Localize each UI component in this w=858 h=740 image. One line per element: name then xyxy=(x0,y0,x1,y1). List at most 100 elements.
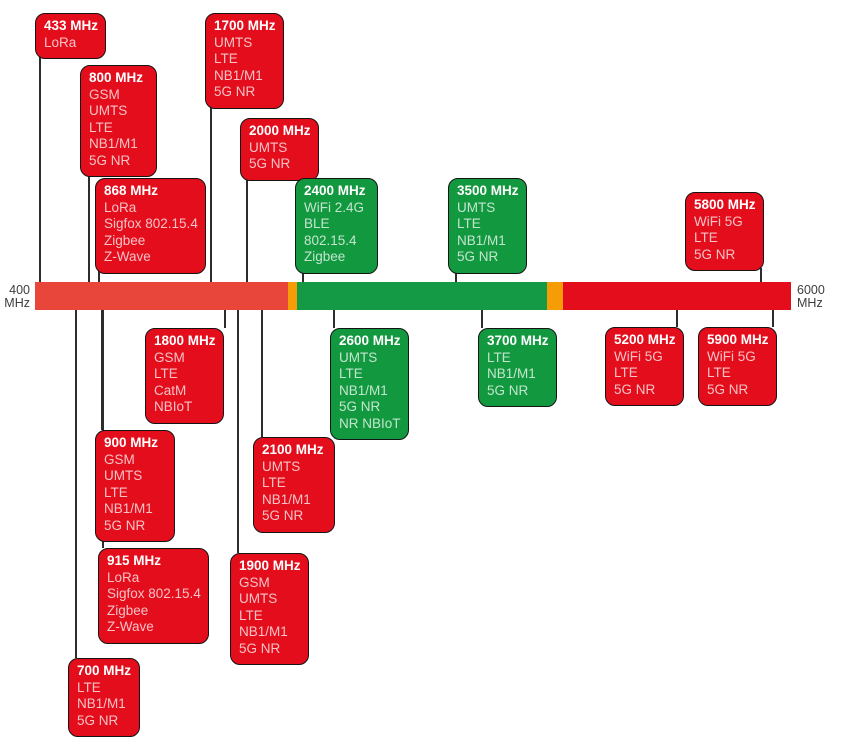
band-technology: 802.15.4 xyxy=(304,232,357,248)
band-technology: NB1/M1 xyxy=(457,232,506,248)
band-frequency-label: 1800 MHz xyxy=(154,333,216,348)
band-technology: LTE xyxy=(77,679,101,695)
connector-line-900-mhz xyxy=(101,310,103,430)
band-box-2400-mhz: 2400 MHz WiFi 2.4G BLE 802.15.4 Zigbee xyxy=(295,178,378,274)
band-technology: LoRa xyxy=(44,34,77,50)
band-technology: 5G NR xyxy=(694,246,736,262)
band-technology: NB1/M1 xyxy=(214,67,263,83)
band-box-5800-mhz: 5800 MHz WiFi 5G LTE 5G NR xyxy=(685,192,764,271)
axis-right-value: 6000 xyxy=(797,283,825,297)
connector-line-2600-mhz xyxy=(333,310,335,328)
connector-line-868-mhz xyxy=(98,268,100,282)
band-technology: LTE xyxy=(339,366,363,381)
band-technology: UMTS xyxy=(249,139,288,155)
band-box-915-mhz: 915 MHz LoRa Sigfox 802.15.4 Zigbee Z-Wave xyxy=(98,548,209,644)
band-technology: 5G NR xyxy=(614,381,656,397)
band-technology: CatM xyxy=(154,382,187,398)
band-technology: NR NBIoT xyxy=(339,415,401,431)
band-technology: 5G NR xyxy=(89,152,131,168)
band-technology: NB1/M1 xyxy=(487,366,536,381)
band-technology: 5G NR xyxy=(77,712,119,728)
connector-line-1700-mhz xyxy=(210,103,212,282)
band-technology: LTE xyxy=(707,365,731,380)
band-technology: 5G NR xyxy=(239,640,281,656)
band-technology: GSM xyxy=(104,451,135,467)
frequency-bar xyxy=(35,282,791,310)
band-frequency-label: 2600 MHz xyxy=(339,333,401,348)
bar-segment-green-middle xyxy=(297,282,547,310)
connector-line-915-mhz xyxy=(102,310,104,548)
band-frequency-label: 700 MHz xyxy=(77,663,132,678)
band-technology: UMTS xyxy=(262,458,301,474)
band-technology: Zigbee xyxy=(104,232,146,248)
band-technology: LTE xyxy=(694,230,718,245)
band-frequency-label: 900 MHz xyxy=(104,435,159,450)
band-technology: 5G NR xyxy=(457,249,499,264)
band-technology: NB1/M1 xyxy=(89,136,138,151)
band-technology: LTE xyxy=(614,365,638,380)
band-frequency-label: 1700 MHz xyxy=(214,18,276,33)
band-technology: Sigfox 802.15.4 xyxy=(104,216,198,231)
band-technology: NB1/M1 xyxy=(262,491,311,507)
band-box-2000-mhz: 2000 MHz UMTS 5G NR xyxy=(240,118,319,181)
band-technology: Z-Wave xyxy=(104,249,151,264)
band-technology: 5G NR xyxy=(707,381,749,397)
band-technology: LTE xyxy=(89,119,113,135)
axis-left-unit: MHz xyxy=(4,296,30,310)
connector-line-1900-mhz xyxy=(237,310,239,553)
band-technology: LTE xyxy=(239,607,263,623)
band-technology: NB1/M1 xyxy=(104,501,153,516)
bar-segment-orange-left xyxy=(288,282,297,310)
band-technology: Sigfox 802.15.4 xyxy=(107,586,201,601)
band-frequency-label: 5200 MHz xyxy=(614,332,676,347)
connector-line-700-mhz xyxy=(75,310,77,658)
band-technology: UMTS xyxy=(239,591,278,606)
band-box-433-mhz: 433 MHz LoRa xyxy=(35,13,107,59)
axis-label-right: 6000 MHz xyxy=(797,284,847,310)
band-frequency-label: 915 MHz xyxy=(107,553,162,568)
band-technology: UMTS xyxy=(457,199,496,215)
band-technology: LTE xyxy=(104,484,128,500)
band-technology: LTE xyxy=(214,51,238,66)
band-box-5900-mhz: 5900 MHz WiFi 5G LTE 5G NR xyxy=(698,327,777,406)
band-technology: LoRa xyxy=(107,569,140,585)
band-technology: 5G NR xyxy=(249,156,291,171)
band-technology: Zigbee xyxy=(304,249,346,264)
band-technology: Z-Wave xyxy=(107,619,154,634)
band-frequency-label: 3500 MHz xyxy=(457,183,519,198)
connector-line-1800-mhz xyxy=(224,310,226,328)
axis-label-left: 400 MHz xyxy=(4,284,30,310)
band-technology: 5G NR xyxy=(487,382,529,398)
connector-line-2100-mhz xyxy=(261,310,263,437)
band-technology: NBIoT xyxy=(154,399,193,414)
connector-line-5200-mhz xyxy=(676,310,678,327)
band-box-2100-mhz: 2100 MHz UMTS LTE NB1/M1 5G NR xyxy=(253,437,335,533)
band-technology: UMTS xyxy=(104,468,143,483)
connector-line-433-mhz xyxy=(39,55,41,282)
axis-right-unit: MHz xyxy=(797,296,823,310)
band-technology: NB1/M1 xyxy=(77,696,126,711)
band-box-3500-mhz: 3500 MHz UMTS LTE NB1/M1 5G NR xyxy=(448,178,527,274)
band-box-1900-mhz: 1900 MHz GSM UMTS LTE NB1/M1 5G NR xyxy=(230,553,309,665)
band-technology: LTE xyxy=(457,216,481,231)
band-frequency-label: 3700 MHz xyxy=(487,333,549,348)
band-technology: BLE xyxy=(304,216,330,231)
band-technology: UMTS xyxy=(89,103,128,118)
connector-line-5900-mhz xyxy=(772,310,774,327)
bar-segment-orange-right xyxy=(547,282,563,310)
band-box-900-mhz: 900 MHz GSM UMTS LTE NB1/M1 5G NR xyxy=(95,430,175,542)
band-technology: GSM xyxy=(154,349,185,365)
band-frequency-label: 433 MHz xyxy=(44,18,99,33)
band-frequency-label: 800 MHz xyxy=(89,70,144,85)
band-box-700-mhz: 700 MHz LTE NB1/M1 5G NR xyxy=(68,658,140,737)
band-box-3700-mhz: 3700 MHz LTE NB1/M1 5G NR xyxy=(478,328,557,407)
band-box-1700-mhz: 1700 MHz UMTS LTE NB1/M1 5G NR xyxy=(205,13,284,109)
band-box-800-mhz: 800 MHz GSM UMTS LTE NB1/M1 5G NR xyxy=(80,65,157,177)
band-frequency-label: 5900 MHz xyxy=(707,332,769,347)
band-frequency-label: 5800 MHz xyxy=(694,197,756,212)
connector-line-2000-mhz xyxy=(246,168,248,282)
connector-line-2400-mhz xyxy=(302,268,304,282)
band-technology: 5G NR xyxy=(104,517,146,533)
band-box-1800-mhz: 1800 MHz GSM LTE CatM NBIoT xyxy=(145,328,224,424)
band-technology: WiFi 2.4G xyxy=(304,199,365,215)
